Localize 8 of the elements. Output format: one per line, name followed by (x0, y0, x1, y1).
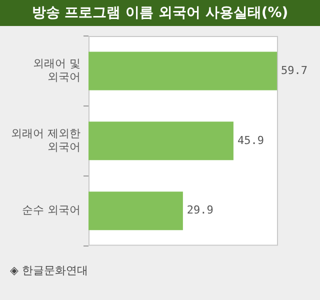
text: ◈ 한글문화연대 (10, 263, 88, 278)
y-tick-label: 외래어 및 외국어 (32, 57, 80, 84)
chart-title: 방송 프로그램 이름 외국어 사용실태(%) (0, 0, 320, 26)
data-label: 45.9 (237, 134, 264, 147)
data-label: 59.7 (281, 64, 308, 77)
y-tick-label: 외래어 제외한 외국어 (10, 127, 80, 154)
y-tick-label: 순수 외국어 (22, 204, 80, 217)
data-label: 29.9 (186, 204, 214, 217)
